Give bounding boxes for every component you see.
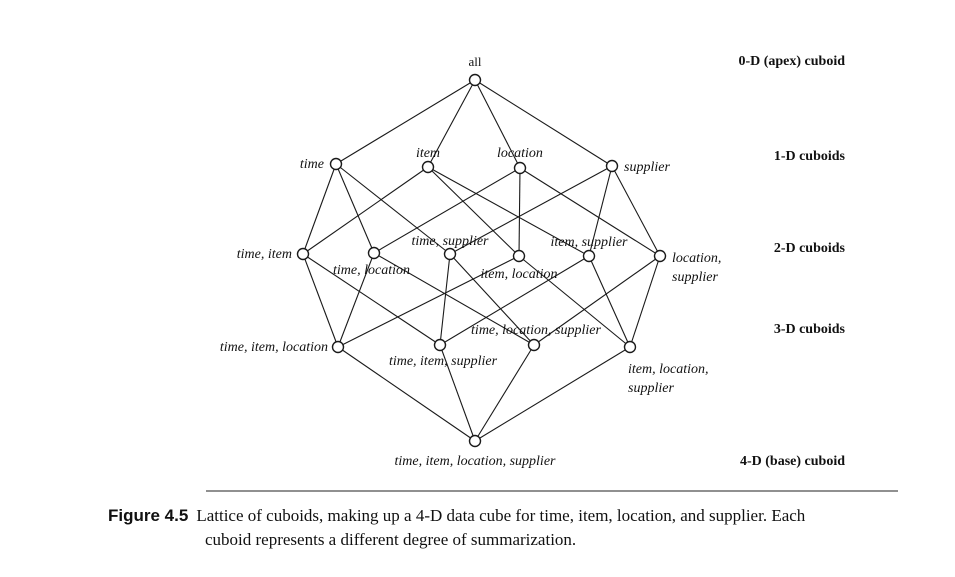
caption-label: Figure 4.5 — [108, 506, 189, 525]
node-item-supplier — [582, 249, 596, 263]
node-item-location — [512, 249, 526, 263]
node-all — [468, 73, 482, 87]
edge-location-to-location-supplier — [519, 167, 661, 257]
label-time-location-supplier: time, location, supplier — [471, 323, 601, 338]
node-time — [329, 157, 343, 171]
edge-time-item-supplier-to-time-item-location-supplier — [439, 344, 476, 442]
edge-time-item-location-to-time-item-location-supplier — [337, 346, 476, 442]
figure-caption: Figure 4.5 Lattice of cuboids, making up … — [108, 504, 908, 552]
edge-all-to-time — [335, 79, 476, 165]
edge-location-to-item-location — [518, 167, 521, 257]
node-location-supplier — [653, 249, 667, 263]
level-label-2-d-cuboids: 2-D cuboids — [774, 241, 846, 256]
label-time-supplier: time, supplier — [412, 234, 490, 249]
edge-supplier-to-item-supplier — [588, 165, 613, 257]
label-item-location: item, location — [481, 267, 558, 282]
edge-time-item-to-time-item-supplier — [302, 253, 441, 346]
label-time-location: time, location — [333, 263, 410, 278]
edge-item-to-item-location — [427, 166, 520, 257]
label-location-supplier: location, supplier — [672, 251, 721, 285]
node-supplier — [605, 159, 619, 173]
node-time-item-location — [331, 340, 345, 354]
node-time-item-location-supplier — [468, 434, 482, 448]
edge-time-item-to-time-item-location — [302, 253, 339, 348]
level-label-4-d-base-cuboid: 4-D (base) cuboid — [740, 454, 845, 469]
label-time-item: time, item — [237, 247, 292, 262]
label-item-location-supplier: item, location, supplier — [628, 362, 709, 396]
caption-line-2: cuboid represents a different degree of … — [205, 530, 577, 549]
level-labels: 0-D (apex) cuboid 1-D cuboids 2-D cuboids 3… — [738, 54, 845, 469]
label-item: item — [416, 146, 440, 161]
node-location — [513, 161, 527, 175]
label-time-item-supplier: time, item, supplier — [389, 354, 498, 369]
edge-time-to-time-location — [335, 163, 375, 254]
edge-time-location-to-time-location-supplier — [373, 252, 535, 346]
edge-item-location-to-time-item-location — [337, 255, 520, 348]
lattice-nodes — [296, 73, 667, 448]
lattice-node-labels: all time item location supplier time, item tim… — [220, 54, 721, 469]
edge-all-to-item — [427, 79, 476, 168]
label-supplier: supplier — [624, 160, 670, 175]
edge-time-supplier-to-time-location-supplier — [449, 253, 535, 346]
label-item-supplier: item, supplier — [551, 235, 629, 250]
edge-time-location-to-time-item-location — [337, 252, 375, 348]
edge-item-supplier-to-time-item-supplier — [439, 255, 590, 346]
node-time-item — [296, 247, 310, 261]
edge-time-to-time-item — [302, 163, 337, 255]
node-time-supplier — [443, 247, 457, 261]
edge-all-to-location — [474, 79, 521, 169]
edge-time-supplier-to-time-item-supplier — [439, 253, 451, 346]
edge-item-location-to-item-location-supplier — [518, 255, 631, 348]
label-all: all — [469, 54, 482, 69]
edge-supplier-to-time-supplier — [449, 165, 613, 255]
node-time-item-supplier — [433, 338, 447, 352]
node-time-location — [367, 246, 381, 260]
edge-location-supplier-to-time-location-supplier — [533, 255, 661, 346]
edge-location-supplier-to-item-location-supplier — [629, 255, 661, 348]
lattice-edges — [302, 79, 661, 442]
edge-item-to-time-item — [302, 166, 429, 255]
label-time: time — [300, 157, 324, 172]
edge-all-to-supplier — [474, 79, 613, 167]
caption-line-1: Lattice of cuboids, making up a 4-D data… — [196, 506, 806, 525]
edge-location-to-time-location — [373, 167, 521, 254]
level-label-0-d-apex-cuboid: 0-D (apex) cuboid — [738, 54, 845, 69]
label-time-item-location-supplier: time, item, location, supplier — [395, 454, 557, 469]
edge-time-to-time-supplier — [335, 163, 451, 255]
edge-item-location-supplier-to-time-item-location-supplier — [474, 346, 631, 442]
node-item — [421, 160, 435, 174]
label-location: location — [497, 146, 543, 161]
level-label-1-d-cuboids: 1-D cuboids — [774, 149, 846, 164]
node-item-location-supplier — [623, 340, 637, 354]
edge-item-to-item-supplier — [427, 166, 590, 257]
edge-time-location-supplier-to-time-item-location-supplier — [474, 344, 535, 442]
level-label-3-d-cuboids: 3-D cuboids — [774, 322, 846, 337]
edge-supplier-to-location-supplier — [611, 165, 661, 257]
edge-item-supplier-to-item-location-supplier — [588, 255, 631, 348]
label-time-item-location: time, item, location — [220, 340, 328, 355]
node-time-location-supplier — [527, 338, 541, 352]
